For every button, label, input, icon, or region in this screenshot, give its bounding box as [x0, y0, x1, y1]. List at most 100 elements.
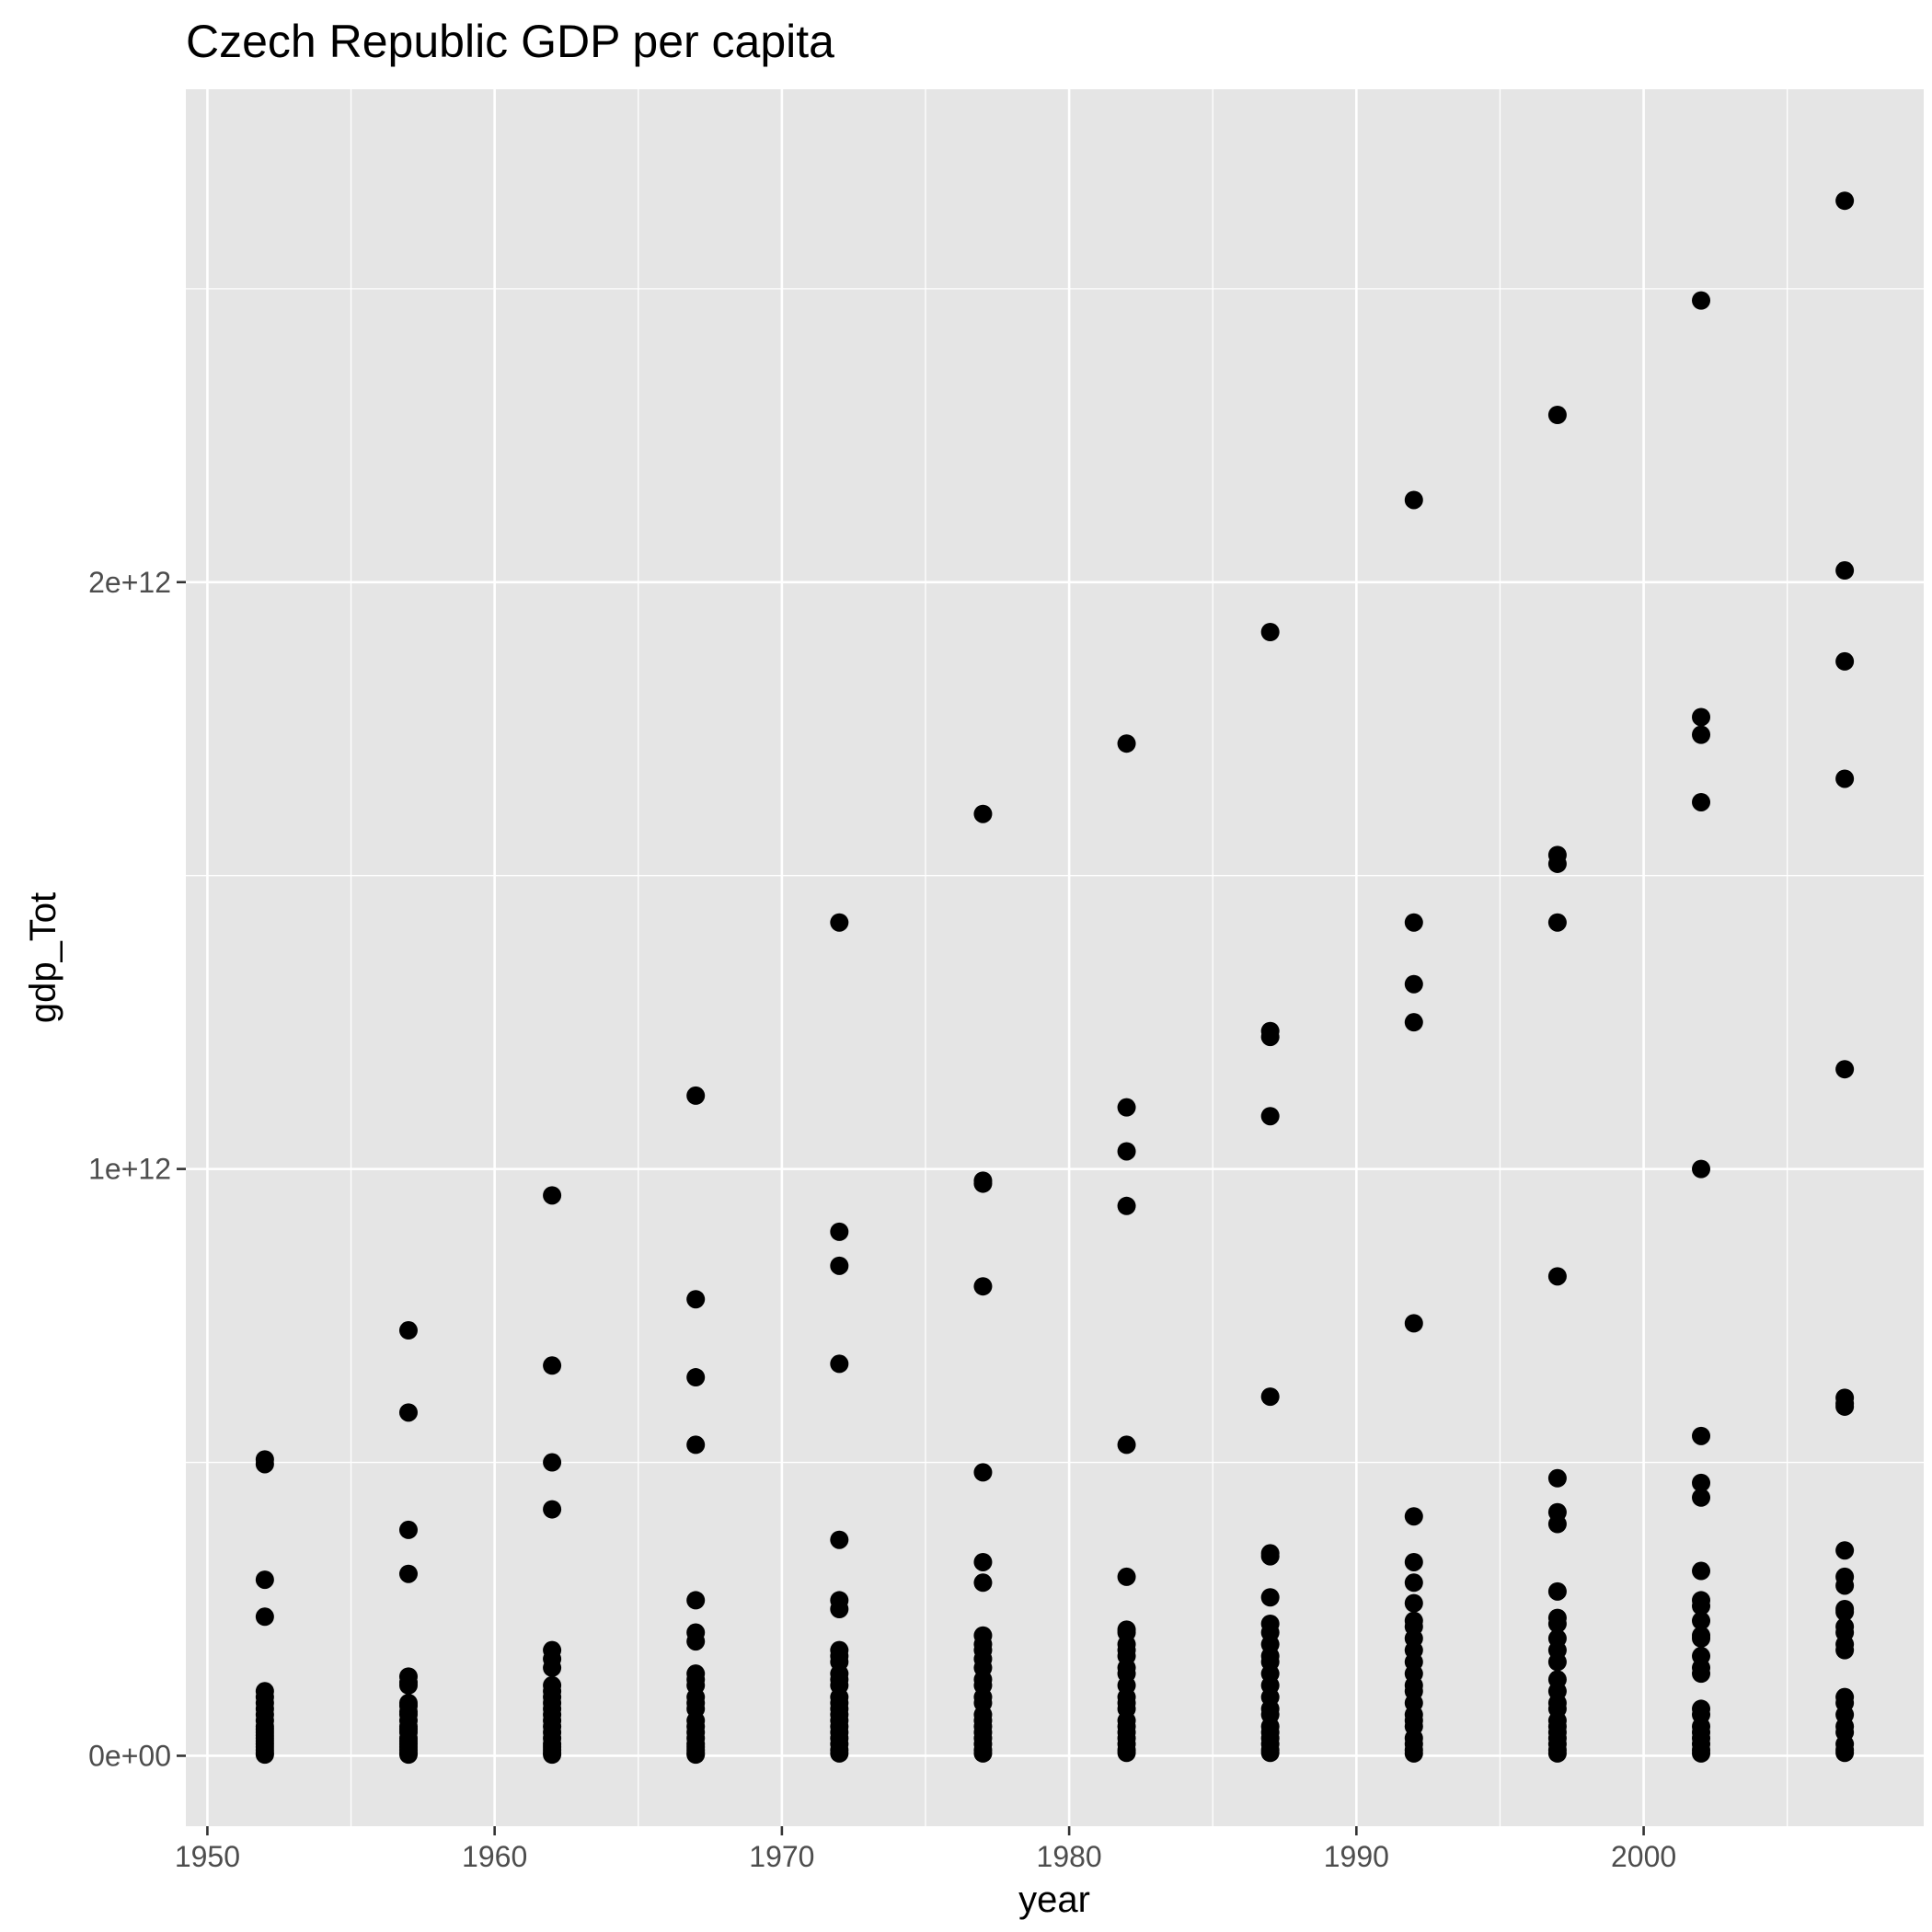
x-tick-label: 2000	[1611, 1840, 1676, 1873]
data-point	[1692, 707, 1711, 727]
chart-title: Czech Republic GDP per capita	[186, 16, 834, 67]
data-point	[1404, 1593, 1423, 1613]
data-point	[1260, 1588, 1280, 1607]
data-point	[543, 1745, 562, 1765]
data-point	[1547, 1514, 1567, 1534]
data-point	[1547, 1743, 1567, 1763]
data-point	[1404, 1552, 1423, 1571]
data-point	[398, 1403, 418, 1422]
data-point	[543, 1453, 562, 1472]
data-point	[1117, 734, 1136, 753]
data-point	[1835, 1541, 1855, 1560]
data-point	[973, 1552, 993, 1571]
data-point	[1547, 1614, 1567, 1633]
data-point	[1404, 1743, 1423, 1763]
data-point	[255, 1745, 274, 1765]
x-tick-label: 1970	[749, 1840, 814, 1873]
data-point	[255, 1570, 274, 1590]
data-point	[1404, 913, 1423, 932]
data-point	[686, 1591, 706, 1610]
data-point	[398, 1520, 418, 1539]
data-point	[1404, 1314, 1423, 1333]
data-point	[1835, 1743, 1855, 1763]
data-point	[1692, 1743, 1711, 1763]
data-point	[830, 1530, 849, 1549]
data-point	[973, 1743, 993, 1763]
data-point	[1547, 1652, 1567, 1672]
data-point	[1260, 1387, 1280, 1407]
data-point	[398, 1675, 418, 1695]
data-point	[686, 1745, 706, 1765]
data-point	[1692, 1596, 1711, 1616]
minor-gridlines	[186, 89, 1924, 1826]
data-points	[255, 191, 1855, 1765]
data-point	[1404, 974, 1423, 994]
plot-panel	[186, 89, 1924, 1826]
data-point	[1117, 1196, 1136, 1215]
data-point	[973, 1463, 993, 1482]
data-point	[1835, 561, 1855, 581]
data-point	[830, 1600, 849, 1618]
data-point	[1117, 1098, 1136, 1117]
data-point	[1692, 1561, 1711, 1581]
data-point	[1692, 725, 1711, 744]
data-point	[543, 1186, 562, 1205]
data-point	[1835, 651, 1855, 671]
data-point	[1692, 1628, 1711, 1648]
y-tick-label: 1e+12	[88, 1153, 171, 1186]
y-axis: 0e+00 1e+12 2e+12	[88, 566, 186, 1772]
data-point	[973, 1277, 993, 1296]
major-gridlines	[186, 89, 1924, 1826]
data-point	[830, 913, 849, 932]
data-point	[1835, 769, 1855, 788]
data-point	[1260, 1107, 1280, 1126]
y-tick-label: 0e+00	[88, 1739, 171, 1772]
data-point	[1547, 1581, 1567, 1601]
data-point	[398, 1745, 418, 1765]
data-point	[1117, 1142, 1136, 1161]
data-point	[973, 1573, 993, 1593]
data-point	[1547, 1267, 1567, 1286]
data-point	[830, 1354, 849, 1374]
data-point	[1692, 1473, 1711, 1492]
data-point	[1547, 406, 1567, 424]
data-point	[1404, 1573, 1423, 1593]
data-point	[398, 1321, 418, 1340]
data-point	[1547, 854, 1567, 873]
data-point	[1835, 1576, 1855, 1595]
data-point	[543, 1500, 562, 1519]
data-point	[398, 1564, 418, 1583]
x-axis: 1950 1960 1970 1980 1990 2000	[175, 1826, 1676, 1873]
data-point	[1117, 1567, 1136, 1586]
data-point	[686, 1290, 706, 1309]
data-point	[1117, 1435, 1136, 1455]
data-point	[1692, 1426, 1711, 1445]
data-point	[1692, 1488, 1711, 1507]
data-point	[1260, 1743, 1280, 1763]
data-point	[1404, 1507, 1423, 1526]
data-point	[686, 1435, 706, 1455]
y-axis-title: gdp_Tot	[23, 892, 63, 1023]
x-tick-label: 1950	[175, 1840, 240, 1873]
data-point	[1835, 1060, 1855, 1079]
x-axis-title: year	[1018, 1880, 1090, 1920]
data-point	[973, 804, 993, 823]
data-point	[1692, 1611, 1711, 1630]
data-point	[686, 1632, 706, 1651]
data-point	[830, 1222, 849, 1241]
data-point	[1404, 1013, 1423, 1032]
data-point	[1260, 1028, 1280, 1047]
data-point	[1835, 191, 1855, 211]
data-point	[255, 1455, 274, 1474]
data-point	[1692, 1159, 1711, 1179]
data-point	[543, 1658, 562, 1677]
data-point	[1692, 291, 1711, 310]
data-point	[1835, 1603, 1855, 1622]
data-point	[973, 1174, 993, 1193]
data-point	[1260, 1547, 1280, 1566]
y-tick-label: 2e+12	[88, 566, 171, 599]
x-tick-label: 1990	[1324, 1840, 1389, 1873]
x-tick-label: 1960	[462, 1840, 527, 1873]
data-point	[543, 1356, 562, 1375]
